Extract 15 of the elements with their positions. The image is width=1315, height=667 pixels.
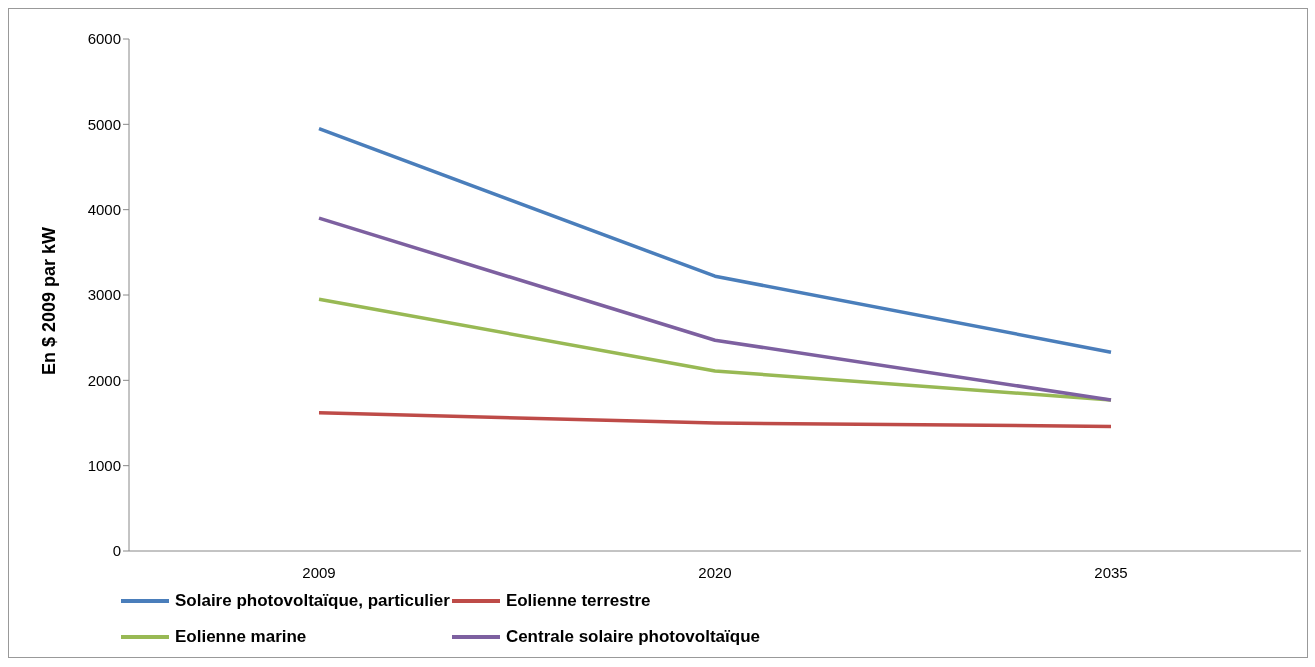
legend-label: Solaire photovoltaïque, particulier	[175, 591, 450, 611]
x-tick-label: 2035	[1094, 563, 1128, 581]
legend-label: Centrale solaire photovoltaïque	[505, 627, 760, 647]
y-tick-label: 2000	[87, 371, 121, 389]
y-tick-label: 5000	[87, 115, 121, 133]
y-tick-label: 6000	[87, 30, 121, 48]
legend-label: Eolienne marine	[175, 627, 307, 647]
y-tick-label: 0	[112, 542, 121, 560]
x-tick-label: 2009	[302, 563, 336, 581]
y-tick-label: 1000	[87, 456, 121, 474]
y-tick-label: 4000	[87, 200, 121, 218]
y-tick-label: 3000	[87, 286, 121, 304]
x-tick-label: 2020	[698, 563, 732, 581]
y-axis-title: En $ 2009 par kW	[39, 226, 60, 375]
legend-label: Eolienne terrestre	[505, 591, 651, 611]
